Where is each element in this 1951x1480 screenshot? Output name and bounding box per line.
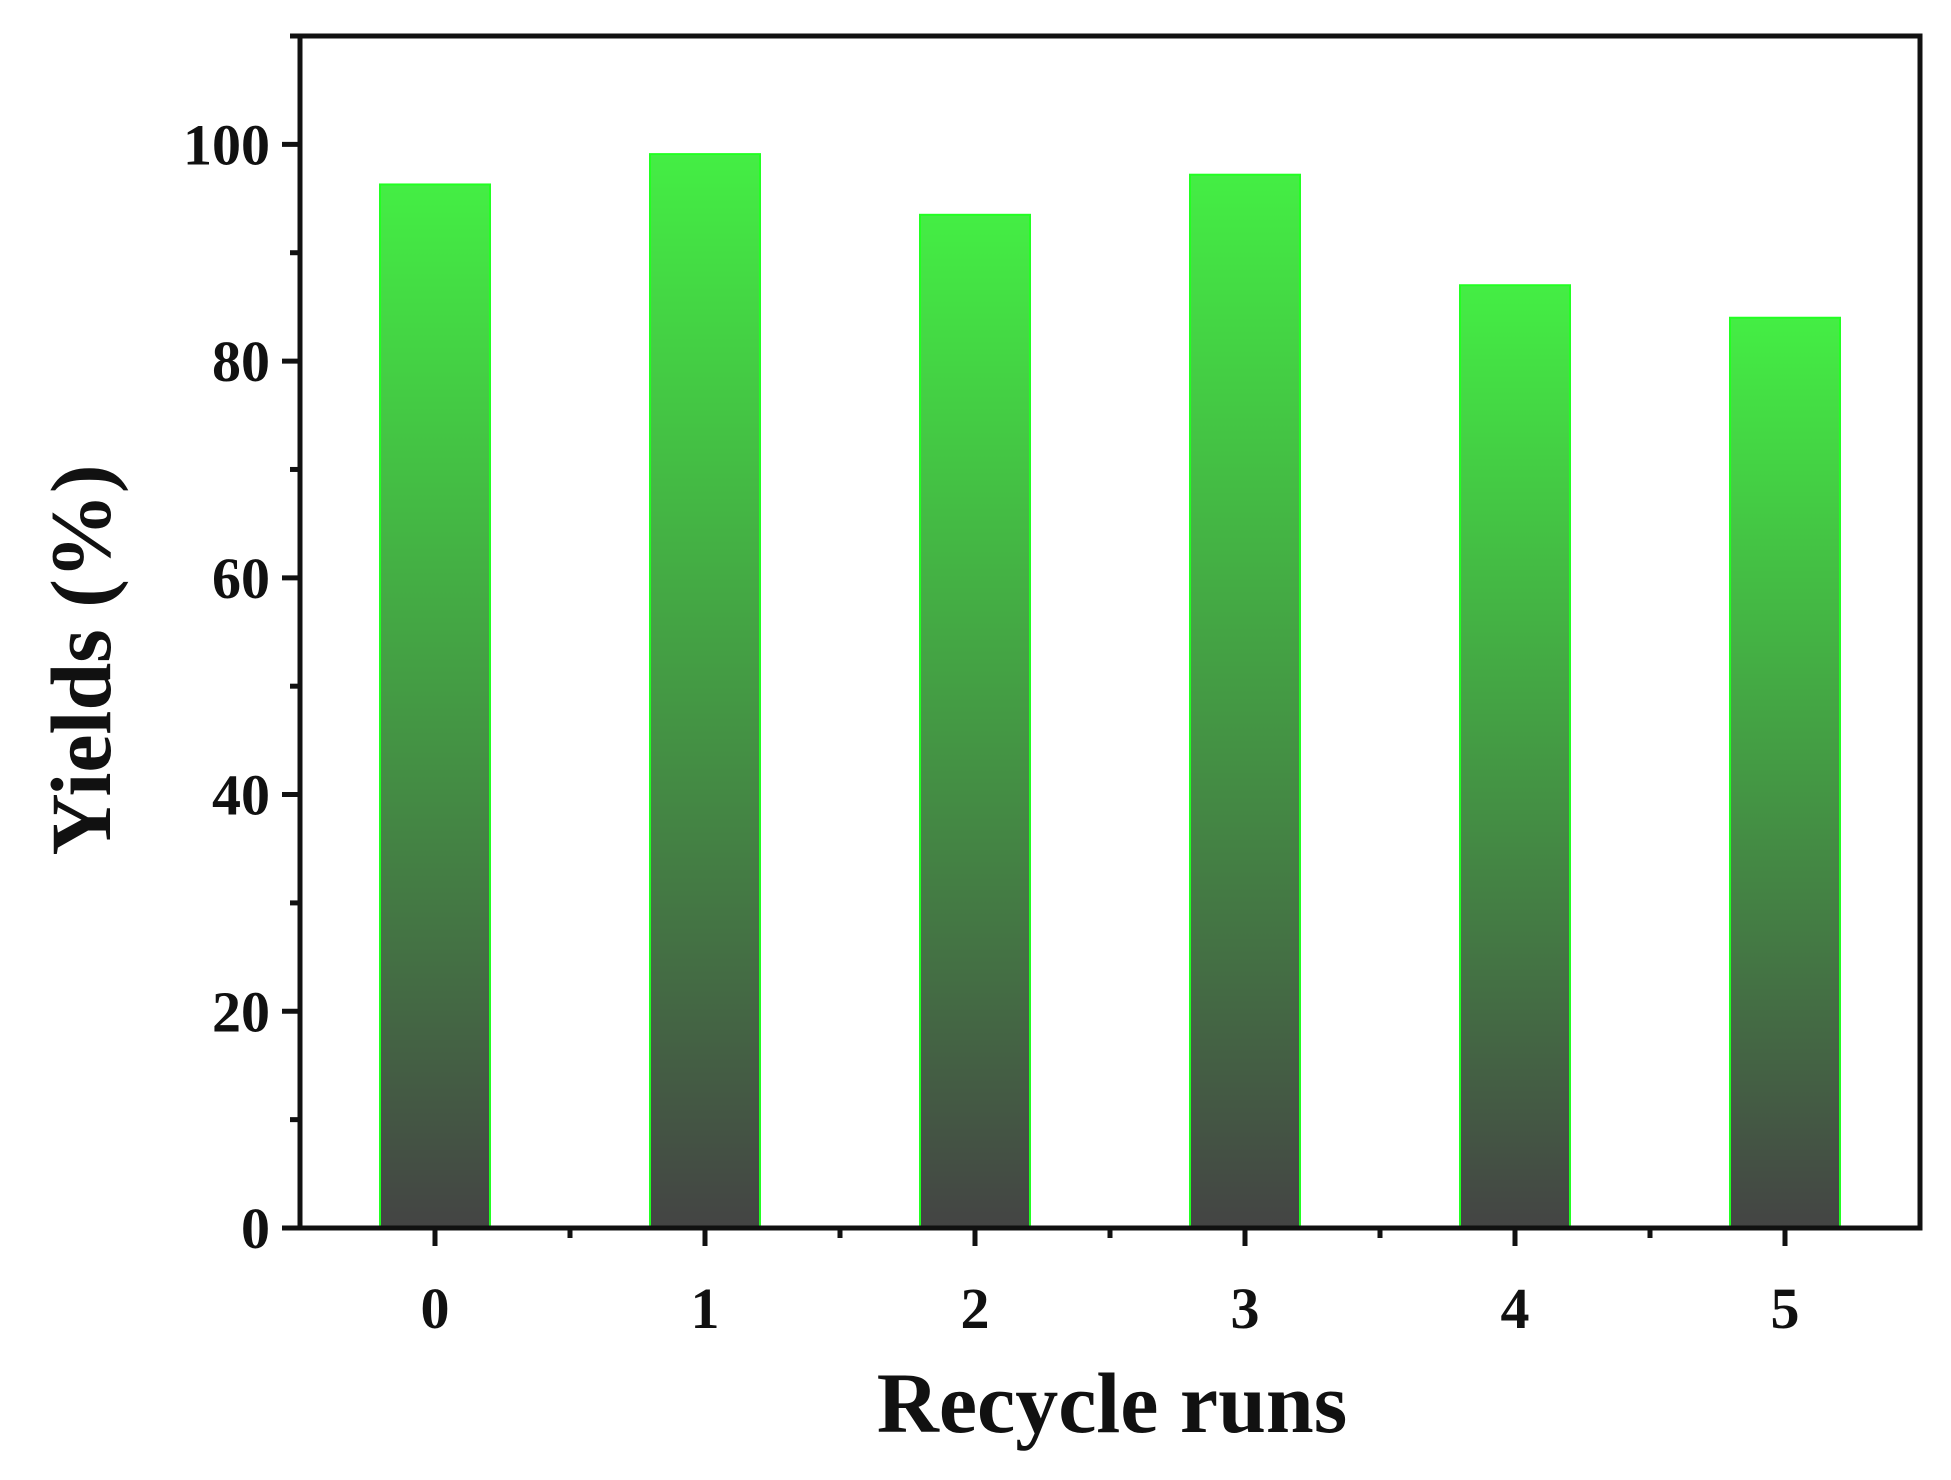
y-tick-label-0: 0 bbox=[241, 1196, 270, 1261]
labels-layer: Recycle runs Yields (%) 0 20 40 60 80 100 0 1 2 3… bbox=[33, 112, 1800, 1451]
x-tick-label-1: 1 bbox=[691, 1276, 720, 1341]
bar-3 bbox=[1189, 173, 1301, 1230]
x-tick-label-3: 3 bbox=[1231, 1276, 1260, 1341]
x-tick-label-2: 2 bbox=[961, 1276, 990, 1341]
axes-layer bbox=[282, 33, 1923, 1246]
bar-2 bbox=[919, 213, 1031, 1230]
x-tick-label-5: 5 bbox=[1771, 1276, 1800, 1341]
bar-1 bbox=[649, 153, 761, 1230]
y-tick-label-40: 40 bbox=[212, 763, 270, 828]
y-tick-label-100: 100 bbox=[183, 112, 270, 177]
x-tick-label-0: 0 bbox=[421, 1276, 450, 1341]
x-axis-title: Recycle runs bbox=[877, 1355, 1347, 1451]
y-tick-label-60: 60 bbox=[212, 546, 270, 611]
x-tick-label-4: 4 bbox=[1501, 1276, 1530, 1341]
y-tick-label-80: 80 bbox=[212, 329, 270, 394]
plot-frame bbox=[297, 33, 1923, 1231]
y-axis-title: Yields (%) bbox=[33, 465, 129, 856]
y-tick-label-20: 20 bbox=[212, 979, 270, 1044]
bar-4 bbox=[1459, 284, 1571, 1229]
bar-5 bbox=[1729, 316, 1841, 1229]
bar-0 bbox=[379, 183, 491, 1230]
bars-layer bbox=[379, 153, 1841, 1230]
